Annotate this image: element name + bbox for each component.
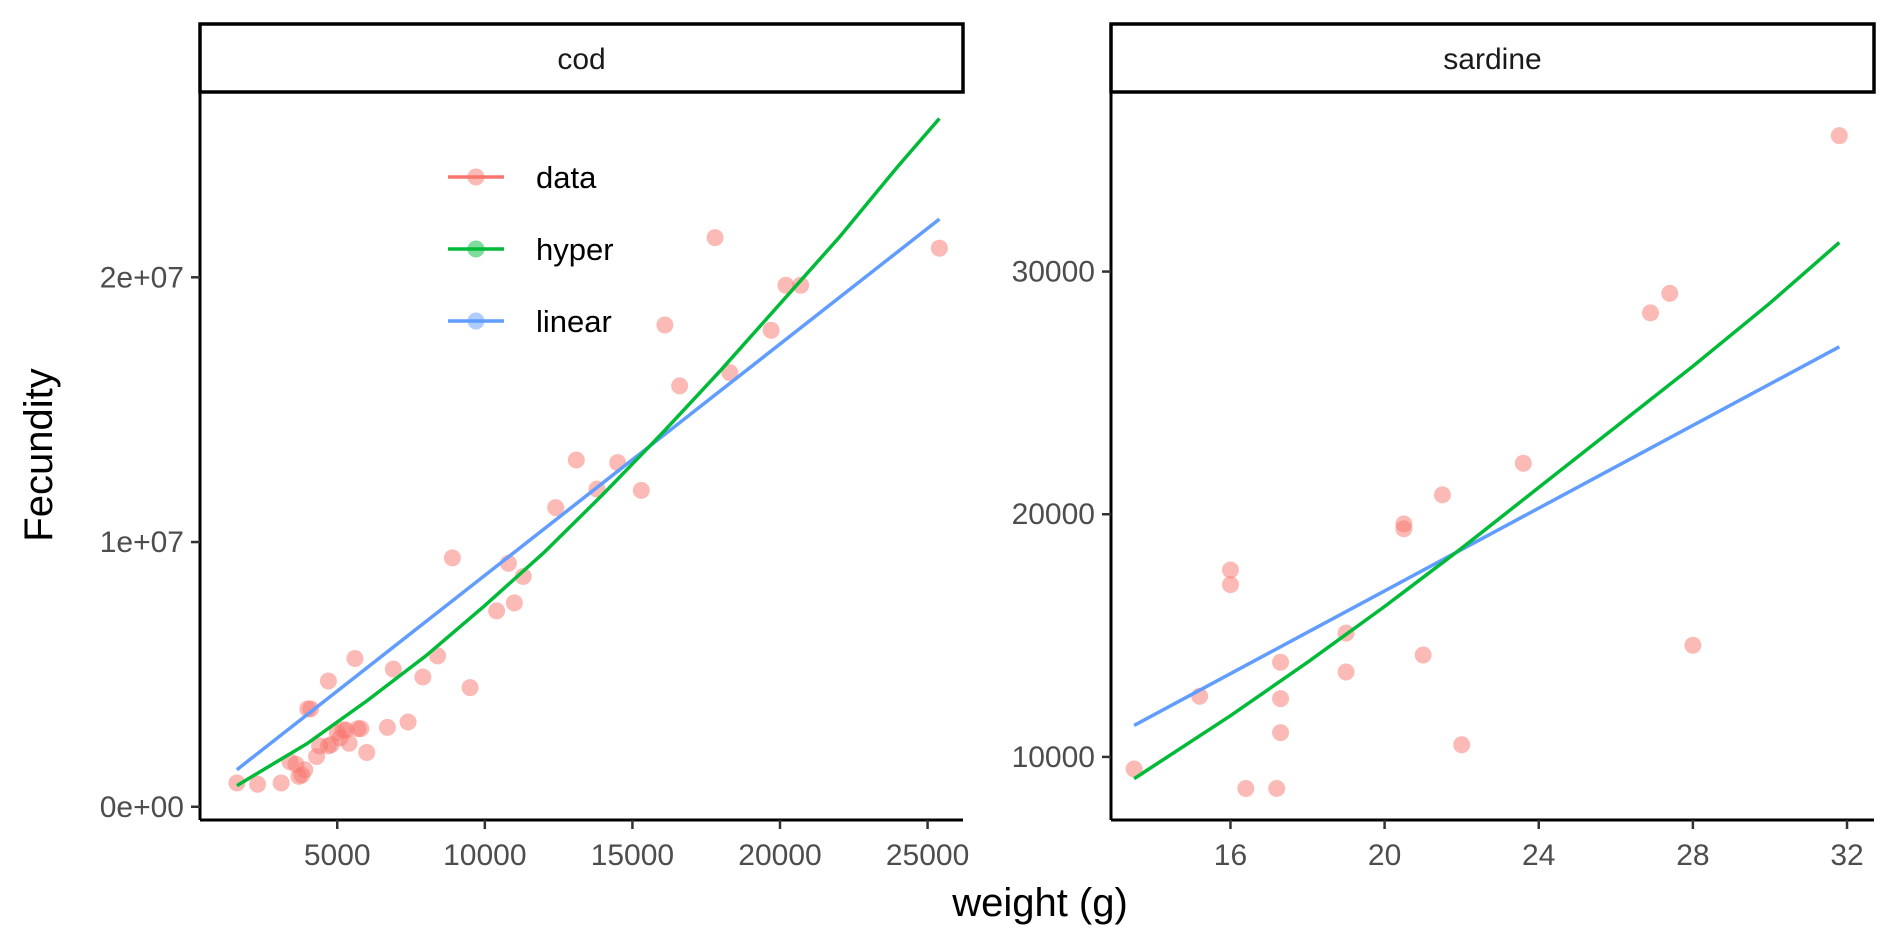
- data-point: [461, 679, 479, 697]
- strip-label-sardine: sardine: [1443, 43, 1541, 76]
- y-tick-label: 10000: [1012, 741, 1095, 774]
- x-tick-label: 28: [1676, 839, 1709, 872]
- legend-key-point: [467, 240, 485, 258]
- y-tick-label: 20000: [1012, 498, 1095, 531]
- data-point: [632, 481, 650, 499]
- data-point: [706, 229, 724, 247]
- data-point: [1514, 454, 1532, 472]
- y-tick-label: 30000: [1012, 256, 1095, 289]
- data-point: [352, 720, 370, 738]
- y-axis-title: Fecundity: [17, 368, 61, 541]
- data-point: [272, 774, 290, 792]
- x-tick-label: 15000: [591, 839, 674, 872]
- data-point: [567, 451, 585, 469]
- y-tick-label: 1e+07: [100, 526, 184, 559]
- x-tick-label: 10000: [443, 839, 526, 872]
- y-tick-label: 2e+07: [100, 261, 184, 294]
- data-point: [777, 276, 795, 294]
- data-point: [1268, 779, 1286, 797]
- x-tick-label: 5000: [304, 839, 371, 872]
- data-point: [1221, 561, 1239, 579]
- data-point: [488, 602, 506, 620]
- x-tick-label: 32: [1830, 839, 1863, 872]
- data-point: [547, 499, 565, 517]
- legend-label-hyper: hyper: [536, 232, 614, 267]
- data-point: [1641, 304, 1659, 322]
- legend: data hyper linear: [448, 160, 614, 339]
- data-point: [249, 775, 267, 793]
- data-point: [505, 594, 523, 612]
- x-tick-label: 25000: [886, 839, 969, 872]
- data-point: [384, 660, 402, 678]
- data-point: [1395, 520, 1413, 538]
- legend-label-data: data: [536, 160, 597, 195]
- data-point: [228, 774, 246, 792]
- data-point: [1433, 486, 1451, 504]
- panels-layer: cod 5000 10000 15000 20000 25000 0e+00 1e+07 2e+…: [100, 22, 1876, 872]
- data-point: [340, 734, 358, 752]
- data-point: [378, 718, 396, 736]
- data-point: [1661, 284, 1679, 302]
- x-tick-label: 16: [1214, 839, 1247, 872]
- data-point: [1414, 646, 1432, 664]
- strip-cod: [198, 22, 965, 94]
- linear-fit-line: [235, 217, 941, 772]
- data-point: [671, 377, 689, 395]
- data-point: [762, 321, 780, 339]
- data-point: [514, 567, 532, 585]
- data-point: [1221, 576, 1239, 594]
- data-point: [358, 743, 376, 761]
- strip-label-cod: cod: [557, 43, 605, 76]
- hyper-fit-line: [236, 117, 941, 788]
- data-point: [1272, 690, 1290, 708]
- data-point: [930, 239, 948, 257]
- y-tick-label: 0e+00: [100, 791, 184, 824]
- data-point: [721, 364, 739, 382]
- data-point: [656, 316, 674, 334]
- legend-key-point: [467, 168, 485, 186]
- x-tick-label: 24: [1522, 839, 1555, 872]
- panel-cod: cod 5000 10000 15000 20000 25000 0e+00 1e+07 2e+…: [100, 22, 969, 872]
- data-point: [1684, 636, 1702, 654]
- data-point: [1125, 760, 1143, 778]
- x-tick-label: 20000: [738, 839, 821, 872]
- data-point: [443, 549, 461, 567]
- data-point: [1237, 779, 1255, 797]
- legend-key-point: [467, 312, 485, 330]
- data-point: [296, 761, 314, 779]
- data-point: [792, 276, 810, 294]
- data-point: [1337, 663, 1355, 681]
- data-point: [1830, 127, 1848, 145]
- linear-fit-line: [1133, 345, 1841, 727]
- data-point: [1272, 724, 1290, 742]
- data-point: [414, 668, 432, 686]
- hyper-fit-line: [1133, 241, 1841, 781]
- data-point: [1272, 653, 1290, 671]
- data-point: [346, 650, 364, 668]
- panel-sardine: sardine 16 20 24 28 32 10000 20000 30000: [1012, 22, 1876, 872]
- data-point: [319, 672, 337, 690]
- x-axis-title: weight (g): [951, 881, 1128, 925]
- data-point: [1453, 736, 1471, 754]
- data-point: [399, 713, 417, 731]
- x-tick-label: 20: [1368, 839, 1401, 872]
- legend-label-linear: linear: [536, 304, 612, 339]
- strip-sardine: [1109, 22, 1876, 94]
